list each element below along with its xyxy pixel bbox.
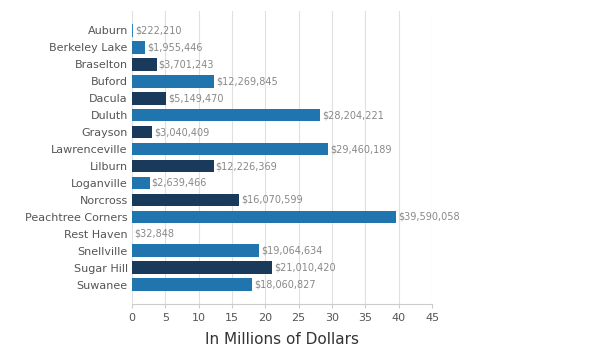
- Bar: [132, 211, 396, 223]
- Bar: [132, 278, 253, 291]
- Bar: [132, 109, 320, 121]
- Text: $16,070,599: $16,070,599: [241, 195, 303, 205]
- Text: $19,064,634: $19,064,634: [261, 246, 322, 256]
- Bar: [132, 24, 133, 37]
- Text: $39,590,058: $39,590,058: [398, 212, 460, 222]
- Text: $18,060,827: $18,060,827: [254, 280, 316, 290]
- Text: $3,701,243: $3,701,243: [158, 59, 214, 69]
- Text: $2,639,466: $2,639,466: [152, 178, 207, 188]
- Bar: [132, 194, 239, 206]
- Text: $29,460,189: $29,460,189: [331, 144, 392, 154]
- Bar: [132, 143, 328, 155]
- Text: $12,269,845: $12,269,845: [216, 76, 278, 86]
- Bar: [132, 160, 214, 172]
- Bar: [132, 92, 166, 104]
- Bar: [132, 75, 214, 87]
- Bar: [132, 177, 149, 189]
- Text: $32,848: $32,848: [134, 229, 174, 239]
- Text: $1,955,446: $1,955,446: [147, 42, 203, 52]
- Text: $28,204,221: $28,204,221: [322, 110, 384, 120]
- Text: $3,040,409: $3,040,409: [154, 127, 209, 137]
- Bar: [132, 126, 152, 138]
- Bar: [132, 261, 272, 274]
- Text: $12,226,369: $12,226,369: [215, 161, 277, 171]
- Text: $222,210: $222,210: [136, 25, 182, 35]
- Bar: [132, 41, 145, 54]
- Text: $21,010,420: $21,010,420: [274, 263, 335, 273]
- X-axis label: In Millions of Dollars: In Millions of Dollars: [205, 332, 359, 347]
- Bar: [132, 58, 157, 70]
- Text: $5,149,470: $5,149,470: [169, 93, 224, 103]
- Bar: [132, 245, 259, 257]
